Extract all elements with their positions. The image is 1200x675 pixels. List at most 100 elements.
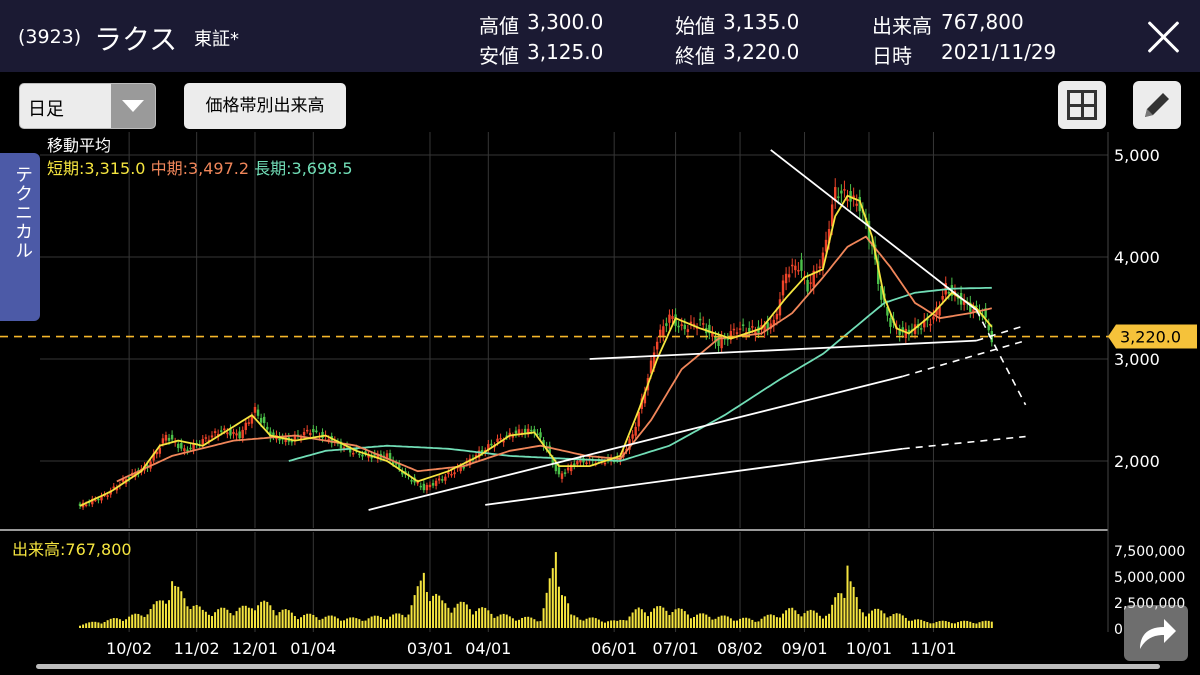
candle[interactable] xyxy=(419,485,422,488)
period-dropdown[interactable]: 日足 xyxy=(19,83,156,129)
candle[interactable] xyxy=(717,337,720,347)
candle[interactable] xyxy=(204,437,208,439)
candle[interactable] xyxy=(766,322,769,330)
candle[interactable] xyxy=(956,297,960,299)
candle[interactable] xyxy=(665,323,668,326)
candle[interactable] xyxy=(502,440,505,443)
candle[interactable] xyxy=(361,454,364,457)
candle[interactable] xyxy=(235,433,238,436)
candle[interactable] xyxy=(969,302,972,313)
candle[interactable] xyxy=(711,332,714,337)
grid-icon[interactable] xyxy=(1058,81,1106,129)
candle[interactable] xyxy=(800,259,803,271)
candle[interactable] xyxy=(358,453,361,456)
candle[interactable] xyxy=(376,453,379,459)
trendline[interactable] xyxy=(589,339,977,360)
candle[interactable] xyxy=(530,429,533,432)
candle[interactable] xyxy=(634,426,637,436)
candle[interactable] xyxy=(293,435,297,442)
candle[interactable] xyxy=(689,321,693,324)
candle[interactable] xyxy=(352,452,355,455)
candle[interactable] xyxy=(207,439,211,442)
candle[interactable] xyxy=(244,422,247,431)
candle[interactable] xyxy=(714,335,717,343)
candle[interactable] xyxy=(852,195,855,199)
candle[interactable] xyxy=(170,434,174,440)
candle[interactable] xyxy=(364,451,367,454)
candle[interactable] xyxy=(563,472,567,474)
candle[interactable] xyxy=(425,484,429,491)
candle[interactable] xyxy=(514,430,518,434)
candle[interactable] xyxy=(834,187,837,202)
candle[interactable] xyxy=(474,455,478,458)
candle[interactable] xyxy=(385,453,389,459)
pencil-icon[interactable] xyxy=(1133,81,1181,129)
candle[interactable] xyxy=(152,453,155,461)
candle[interactable] xyxy=(112,486,115,489)
candle[interactable] xyxy=(926,318,929,321)
volume-by-price-button[interactable]: 価格帯別出来高 xyxy=(184,83,346,129)
candle[interactable] xyxy=(388,453,392,460)
candle[interactable] xyxy=(652,352,656,369)
candle[interactable] xyxy=(398,463,401,469)
candle[interactable] xyxy=(787,274,791,278)
candle[interactable] xyxy=(444,476,447,481)
candle[interactable] xyxy=(91,498,94,505)
candle[interactable] xyxy=(186,449,189,452)
candle[interactable] xyxy=(256,409,260,416)
candle[interactable] xyxy=(671,316,674,320)
candle[interactable] xyxy=(263,416,266,424)
candle[interactable] xyxy=(837,196,840,198)
candle[interactable] xyxy=(570,464,573,472)
candle[interactable] xyxy=(941,296,944,300)
trendline[interactable] xyxy=(770,149,977,311)
candle[interactable] xyxy=(499,438,502,440)
candle[interactable] xyxy=(272,432,275,436)
candle[interactable] xyxy=(302,432,306,436)
candle[interactable] xyxy=(210,435,214,438)
candle[interactable] xyxy=(453,472,456,475)
candle[interactable] xyxy=(355,448,358,451)
candle[interactable] xyxy=(680,324,683,326)
candle[interactable] xyxy=(919,328,923,330)
candle[interactable] xyxy=(809,282,812,284)
candle[interactable] xyxy=(431,483,435,486)
candle[interactable] xyxy=(480,449,484,453)
candle[interactable] xyxy=(309,432,312,435)
candle[interactable] xyxy=(858,197,861,212)
candle[interactable] xyxy=(695,327,699,329)
candle[interactable] xyxy=(161,438,165,444)
candle[interactable] xyxy=(127,477,131,479)
horizontal-scrollbar[interactable] xyxy=(36,664,1160,669)
candle[interactable] xyxy=(827,229,831,243)
candle[interactable] xyxy=(579,458,582,463)
candle[interactable] xyxy=(78,503,82,506)
candle[interactable] xyxy=(560,473,564,479)
candle[interactable] xyxy=(566,467,570,471)
candle[interactable] xyxy=(840,190,843,194)
candle[interactable] xyxy=(659,329,662,337)
candle[interactable] xyxy=(437,478,441,481)
candle[interactable] xyxy=(932,316,935,320)
candle[interactable] xyxy=(247,422,251,424)
candle[interactable] xyxy=(573,463,576,466)
candle[interactable] xyxy=(229,429,232,436)
candle[interactable] xyxy=(606,457,610,460)
candle[interactable] xyxy=(370,455,373,459)
candle[interactable] xyxy=(94,499,97,502)
candle[interactable] xyxy=(121,478,125,482)
candle[interactable] xyxy=(877,261,880,285)
candle[interactable] xyxy=(631,434,634,439)
candle[interactable] xyxy=(806,279,809,292)
candle[interactable] xyxy=(585,462,588,464)
candle[interactable] xyxy=(867,220,871,242)
candle[interactable] xyxy=(250,416,254,424)
candle[interactable] xyxy=(201,439,204,445)
candle[interactable] xyxy=(708,324,711,334)
candle[interactable] xyxy=(880,286,883,300)
candle[interactable] xyxy=(947,291,951,294)
candle[interactable] xyxy=(115,487,119,491)
candle[interactable] xyxy=(155,451,158,455)
candle[interactable] xyxy=(259,417,263,423)
